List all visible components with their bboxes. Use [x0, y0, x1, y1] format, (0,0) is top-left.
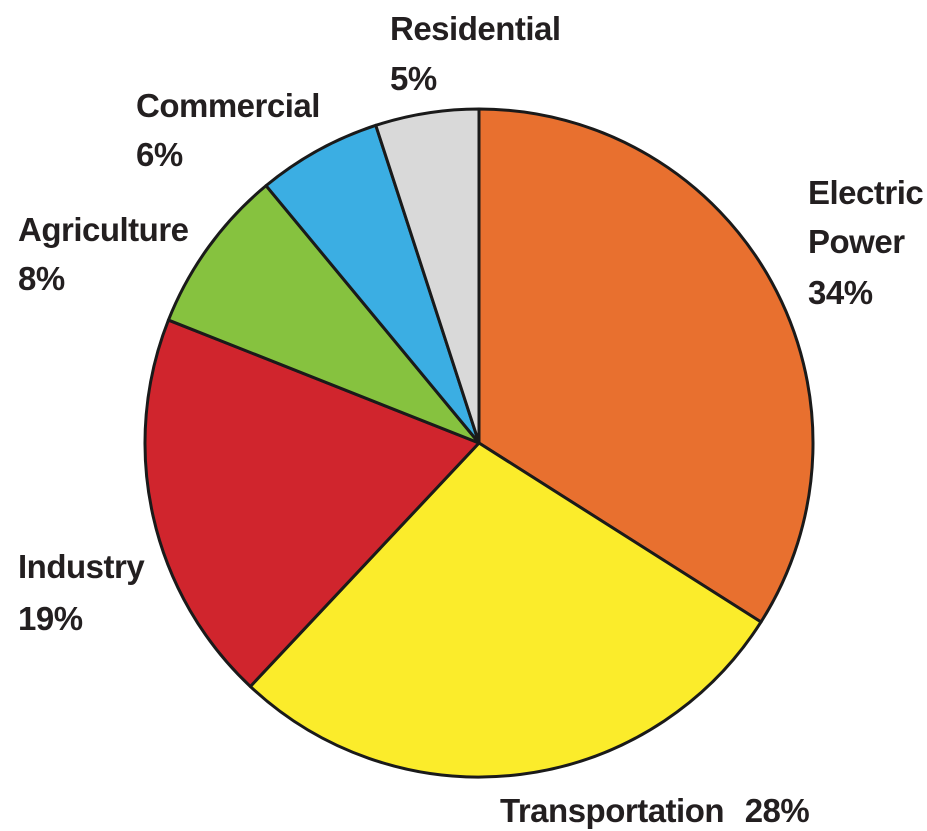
value-electric-power: 34%	[808, 274, 873, 311]
label-residential-name: Residential	[390, 10, 561, 47]
label-commercial-name: Commercial	[136, 87, 320, 124]
slice-labels: Electric Power 34% Transportation 28% In…	[18, 10, 927, 829]
value-residential: 5%	[390, 60, 437, 97]
label-residential: Residential 5%	[390, 10, 569, 97]
slice-residential	[374, 107, 481, 445]
label-transportation: Transportation 28%	[500, 792, 809, 829]
slice-transportation	[248, 441, 763, 779]
label-agriculture: Agriculture 8%	[18, 211, 197, 297]
value-industry: 19%	[18, 600, 83, 637]
label-industry-name: Industry	[18, 548, 145, 585]
value-transportation: 28%	[745, 792, 810, 829]
label-electric-power-line1: Electric	[808, 174, 923, 211]
label-electric-power-line2: Power	[808, 223, 905, 260]
label-agriculture-name: Agriculture	[18, 211, 189, 248]
slice-commercial	[264, 123, 481, 445]
label-commercial: Commercial 6%	[136, 87, 329, 173]
label-transportation-name: Transportation	[500, 792, 724, 829]
slice-agriculture	[166, 184, 481, 445]
pie-slices	[143, 107, 815, 779]
value-agriculture: 8%	[18, 260, 65, 297]
label-industry: Industry 19%	[18, 548, 153, 637]
slice-electric-power	[477, 107, 815, 624]
slice-industry	[143, 318, 481, 688]
value-commercial: 6%	[136, 136, 183, 173]
label-electric-power: Electric Power 34%	[808, 174, 927, 311]
